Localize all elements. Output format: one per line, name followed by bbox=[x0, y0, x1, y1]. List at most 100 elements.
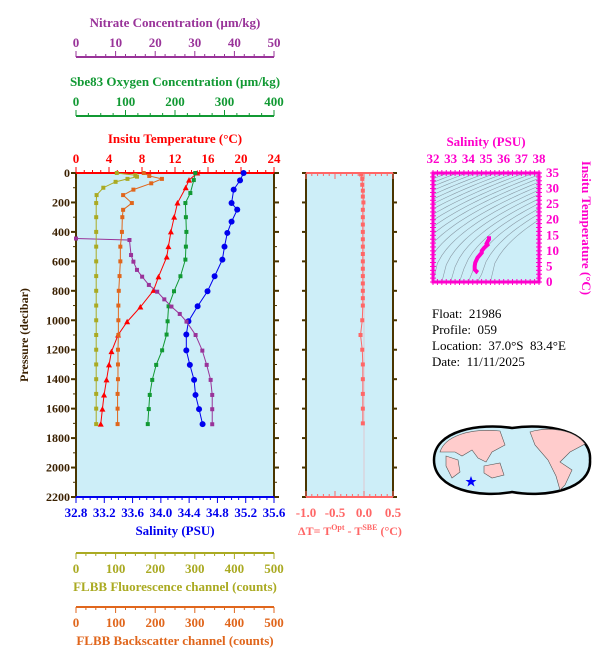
ts-y-tick-label: 0 bbox=[546, 274, 553, 289]
delta-t-point bbox=[358, 333, 363, 337]
ts-y-tick-label: 10 bbox=[546, 243, 559, 258]
sal-point bbox=[228, 200, 235, 207]
land-africa bbox=[445, 455, 461, 479]
sal-tick-label: 35.6 bbox=[263, 505, 286, 520]
oxy-point bbox=[183, 201, 188, 206]
oxy-point bbox=[154, 362, 159, 367]
sal-point bbox=[194, 303, 201, 310]
delta-t-point bbox=[360, 215, 365, 220]
nit-point bbox=[208, 377, 213, 382]
y-tick-label: 0 bbox=[64, 166, 70, 180]
nit-point bbox=[210, 407, 215, 412]
nitrate-tick-label: 50 bbox=[268, 35, 281, 50]
temp-point bbox=[167, 228, 174, 235]
oxy-point bbox=[150, 377, 155, 382]
fluor-point bbox=[94, 347, 99, 352]
delta-t-point bbox=[360, 406, 365, 411]
delta-t-point bbox=[360, 259, 365, 264]
oxygen-axis-label: Sbe83 Oxygen Concentration (µm/kg) bbox=[70, 74, 280, 89]
delta-t-label-part: - T bbox=[345, 524, 363, 538]
delta-t-point bbox=[360, 188, 365, 193]
oxy-point bbox=[178, 274, 183, 279]
profile-number: Profile: 059 bbox=[432, 322, 497, 337]
ts-y-tick-label: 20 bbox=[546, 212, 559, 227]
oxy-point bbox=[146, 407, 151, 412]
y-tick-label: 1800 bbox=[46, 431, 70, 445]
back-point bbox=[149, 181, 154, 186]
temp-point bbox=[101, 391, 108, 398]
density-contour bbox=[433, 173, 507, 205]
oxygen-tick-label: 300 bbox=[215, 94, 235, 109]
delta-t-line bbox=[360, 174, 364, 424]
back-axis-label: FLBB Backscatter channel (counts) bbox=[76, 633, 273, 648]
temp-point bbox=[99, 406, 106, 412]
fluor-axis-label: FLBB Fluorescence channel (counts) bbox=[73, 579, 277, 594]
ts-x-tick-label: 36 bbox=[497, 151, 511, 166]
delta-t-point bbox=[360, 252, 365, 256]
density-contour bbox=[433, 174, 539, 228]
ts-y-tick-label: 15 bbox=[546, 227, 560, 242]
y-tick-label: 800 bbox=[52, 284, 70, 298]
sal-point bbox=[219, 256, 226, 263]
temp-point bbox=[165, 243, 172, 250]
temp-point bbox=[174, 200, 181, 206]
temp-axis-label: Insitu Temperature (°C) bbox=[108, 131, 242, 146]
sal-point bbox=[230, 186, 237, 193]
back-point bbox=[117, 274, 122, 279]
back-point bbox=[129, 201, 134, 206]
fluor-point bbox=[94, 201, 99, 206]
delta-t-plot-area bbox=[305, 172, 394, 498]
delta-t-point bbox=[360, 266, 365, 271]
fluor-point bbox=[101, 185, 106, 190]
delta-t-point bbox=[360, 318, 365, 323]
sal-point bbox=[224, 229, 231, 236]
temp-point bbox=[150, 287, 157, 293]
fluor-point bbox=[94, 362, 99, 367]
nit-point bbox=[134, 267, 139, 272]
nit-point bbox=[177, 311, 182, 316]
ts-x-tick-label: 37 bbox=[515, 151, 529, 166]
back-point bbox=[118, 244, 123, 249]
fluor-point bbox=[94, 288, 99, 293]
nit-point bbox=[155, 289, 160, 294]
delta-t-point bbox=[360, 182, 365, 187]
nit-point bbox=[210, 392, 215, 397]
back-point bbox=[121, 207, 126, 212]
fluor-tick-label: 400 bbox=[225, 561, 245, 576]
temp-point bbox=[186, 177, 193, 183]
back-point bbox=[119, 229, 124, 234]
back-point bbox=[115, 362, 120, 367]
main-plot-area bbox=[75, 172, 275, 498]
temp-point bbox=[155, 273, 162, 280]
sal-tick-label: 34.0 bbox=[149, 505, 172, 520]
delta-t-point bbox=[360, 207, 365, 212]
back-point bbox=[115, 422, 120, 427]
back-point bbox=[141, 171, 146, 175]
nit-point bbox=[140, 274, 145, 279]
density-contour bbox=[433, 185, 539, 255]
nit-point bbox=[162, 297, 167, 302]
density-contour bbox=[433, 173, 536, 221]
delta-t-axis-label: ΔT= TOpt - TSBE (°C) bbox=[298, 523, 402, 538]
temp-tick-label: 16 bbox=[202, 151, 216, 166]
temp-point bbox=[108, 348, 115, 355]
oxy-point bbox=[183, 244, 188, 249]
ts-x-tick-label: 35 bbox=[480, 151, 494, 166]
y-tick-label: 400 bbox=[52, 225, 70, 239]
delta-t-point bbox=[360, 194, 365, 199]
oxygen-tick-label: 100 bbox=[116, 94, 136, 109]
land-eurasia bbox=[439, 430, 506, 463]
delta-t-point bbox=[360, 296, 365, 301]
nit-point bbox=[129, 253, 134, 258]
oxy-point bbox=[145, 422, 150, 427]
oxy-point bbox=[160, 348, 165, 353]
temp-tick-label: 8 bbox=[139, 151, 146, 166]
density-contour bbox=[433, 219, 539, 282]
density-contour bbox=[433, 173, 516, 210]
oxygen-tick-label: 200 bbox=[165, 94, 185, 109]
back-point bbox=[116, 333, 121, 337]
fluor-point bbox=[94, 229, 99, 234]
nit-point bbox=[200, 348, 205, 353]
